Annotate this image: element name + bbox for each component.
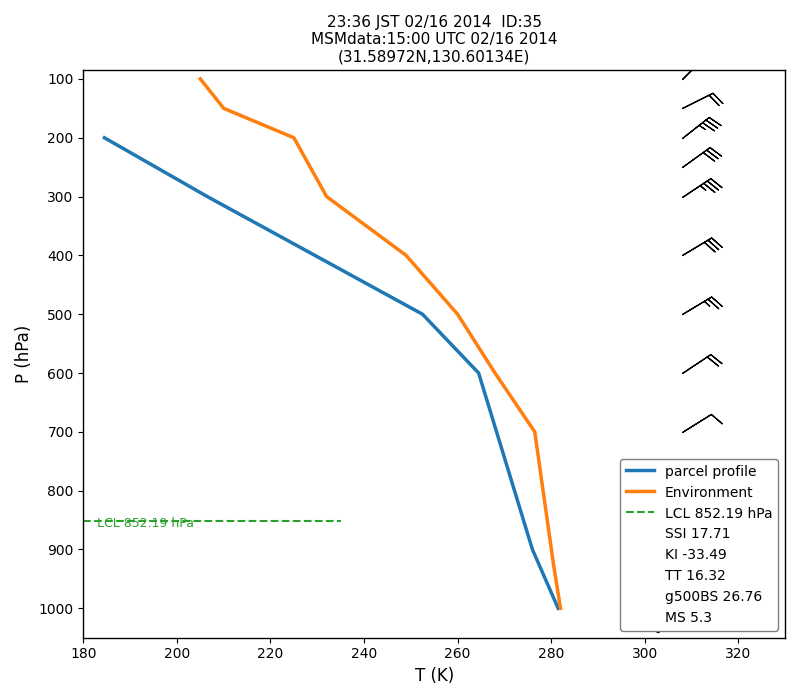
Environment [530, 428, 539, 436]
parcel profile [256, 222, 266, 230]
X-axis label: T (K): T (K) [414, 667, 454, 685]
Environment [195, 75, 205, 83]
Text: LCL 852.19 hPa: LCL 852.19 hPa [98, 517, 194, 530]
Environment [453, 310, 462, 319]
parcel profile [554, 604, 563, 612]
Environment [549, 560, 558, 568]
parcel profile [310, 251, 320, 260]
Y-axis label: P (hPa): P (hPa) [15, 325, 33, 383]
Environment [402, 251, 411, 260]
Environment [556, 604, 566, 612]
parcel profile [474, 369, 483, 377]
parcel profile [528, 545, 538, 554]
parcel profile [418, 310, 427, 319]
Environment [490, 369, 500, 377]
Environment [289, 134, 298, 142]
parcel profile [364, 281, 374, 289]
Line: parcel profile: parcel profile [105, 138, 558, 608]
Environment [219, 104, 229, 113]
parcel profile [151, 163, 161, 172]
Line: Environment: Environment [200, 79, 561, 608]
Legend: parcel profile, Environment, LCL 852.19 hPa, SSI 17.71, KI -33.49, TT 16.32, g50: parcel profile, Environment, LCL 852.19 … [621, 459, 778, 631]
Title: 23:36 JST 02/16 2014  ID:35
MSMdata:15:00 UTC 02/16 2014
(31.58972N,130.60134E): 23:36 JST 02/16 2014 ID:35 MSMdata:15:00… [311, 15, 558, 65]
parcel profile [202, 193, 212, 201]
parcel profile [100, 134, 110, 142]
Environment [322, 193, 331, 201]
